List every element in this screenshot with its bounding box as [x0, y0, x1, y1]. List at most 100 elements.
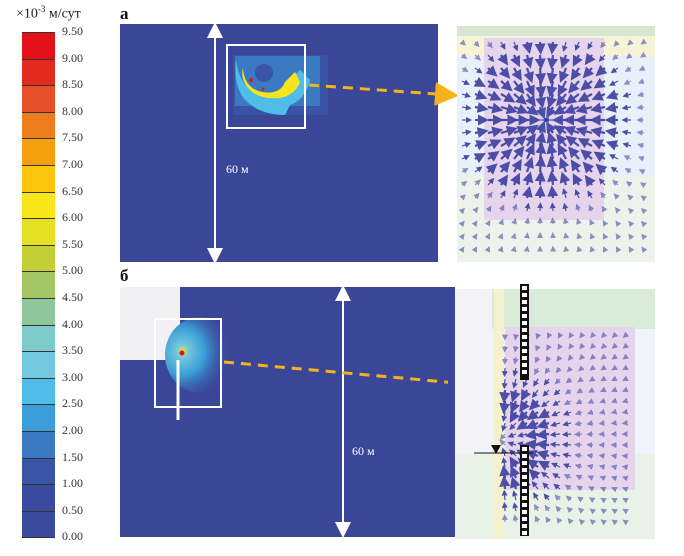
flow-vector: [458, 220, 465, 228]
panel-b-label: б: [120, 266, 129, 285]
flow-vector: [598, 54, 606, 62]
flow-vector: [600, 331, 608, 339]
legend-swatch: [22, 377, 55, 405]
flow-vector: [557, 343, 564, 351]
flow-vector: [513, 93, 527, 105]
flow-vector: [568, 342, 575, 350]
flow-vector: [641, 246, 648, 254]
flow-vector: [537, 408, 551, 419]
panel-b-callout-arrow: [223, 360, 477, 395]
flow-vector: [512, 188, 519, 199]
flow-vector: [612, 53, 619, 61]
flow-vector: [513, 145, 525, 160]
flow-vector: [500, 125, 518, 137]
flow-vector: [549, 202, 556, 212]
flow-vector: [610, 67, 619, 74]
flow-vector: [550, 421, 561, 428]
flow-vector: [547, 170, 559, 186]
flow-vector: [621, 475, 629, 482]
flow-vector: [587, 475, 595, 481]
flow-vector: [604, 127, 619, 139]
flow-vector: [600, 342, 608, 349]
flow-vector: [562, 410, 572, 416]
flow-vector: [535, 67, 547, 85]
flow-vector: [543, 493, 550, 501]
flow-vector: [622, 497, 629, 504]
flow-vector: [615, 233, 622, 240]
flow-vector: [543, 378, 550, 386]
flow-vector: [589, 519, 597, 526]
flow-vector: [637, 91, 645, 98]
flow-vector: [487, 90, 502, 101]
flow-vector: [471, 220, 478, 228]
flow-vector: [641, 233, 648, 241]
legend-swatch: [22, 457, 55, 485]
legend-tick-label: 5.50: [62, 236, 83, 251]
flow-vector: [485, 163, 498, 175]
flow-vector: [547, 54, 559, 70]
flow-vector: [605, 140, 619, 151]
panel-b-dimension-label: 60 м: [352, 444, 375, 458]
flow-vector: [611, 497, 618, 504]
flow-vector: [624, 66, 632, 72]
flow-vector: [566, 506, 574, 514]
flow-vector: [589, 342, 597, 350]
flow-vector: [497, 232, 504, 240]
flow-vector: [600, 519, 608, 526]
flow-vector: [639, 182, 647, 189]
legend-tick-label: 8.00: [62, 103, 83, 118]
flow-vector: [484, 219, 491, 227]
flow-vector: [485, 65, 498, 77]
flow-vector: [570, 159, 582, 173]
flow-vector: [554, 494, 561, 501]
flow-vector: [500, 137, 516, 148]
flow-vector: [613, 40, 620, 47]
well-screen-lower: [520, 445, 529, 536]
flow-vector: [544, 504, 551, 512]
flow-vector: [547, 41, 559, 55]
flow-vector: [459, 39, 467, 46]
flow-vector: [546, 93, 558, 109]
flow-vector: [535, 332, 542, 340]
flow-vector: [473, 152, 486, 164]
flow-vector: [622, 142, 632, 148]
flow-vector: [512, 345, 519, 353]
legend-swatch: [22, 271, 55, 298]
flow-vector: [507, 432, 517, 438]
flow-vector: [584, 52, 596, 66]
flow-vector: [499, 464, 511, 479]
color-legend: 9.50 9.00 8.50 8.00 7.50 7.00 6.50 6.00 5.50 5.00…: [0, 0, 110, 556]
flow-vector: [622, 353, 629, 360]
flow-vector: [623, 79, 632, 85]
legend-swatch: [22, 324, 55, 352]
flow-vector: [487, 177, 495, 186]
legend-swatch: [22, 111, 55, 139]
flow-vector: [628, 220, 635, 228]
flow-vector: [561, 188, 568, 199]
flow-vector: [609, 154, 619, 160]
flow-vector: [497, 53, 509, 66]
flow-vector: [584, 174, 596, 188]
flow-vector: [526, 458, 539, 470]
flow-vector: [499, 389, 511, 404]
legend-swatch: [22, 138, 55, 165]
panel-a-label: а: [120, 4, 129, 23]
flow-vector: [533, 492, 539, 501]
flow-vector: [599, 386, 607, 393]
flow-vector: [559, 157, 570, 173]
flow-vector: [576, 218, 582, 225]
legend-tick-label: 4.00: [62, 316, 83, 331]
flow-vector: [568, 146, 580, 160]
flow-vector: [559, 54, 571, 69]
flow-vector: [582, 161, 595, 174]
well-screen-upper: [520, 284, 529, 380]
flow-vector: [499, 400, 511, 415]
flow-vector: [510, 172, 521, 186]
flow-vector: [640, 220, 648, 228]
flow-vector: [528, 468, 541, 481]
flow-vector: [627, 194, 634, 201]
flow-vector: [628, 246, 635, 253]
flow-vector: [545, 516, 552, 524]
flow-vector: [474, 67, 483, 74]
flow-vector: [509, 400, 521, 414]
